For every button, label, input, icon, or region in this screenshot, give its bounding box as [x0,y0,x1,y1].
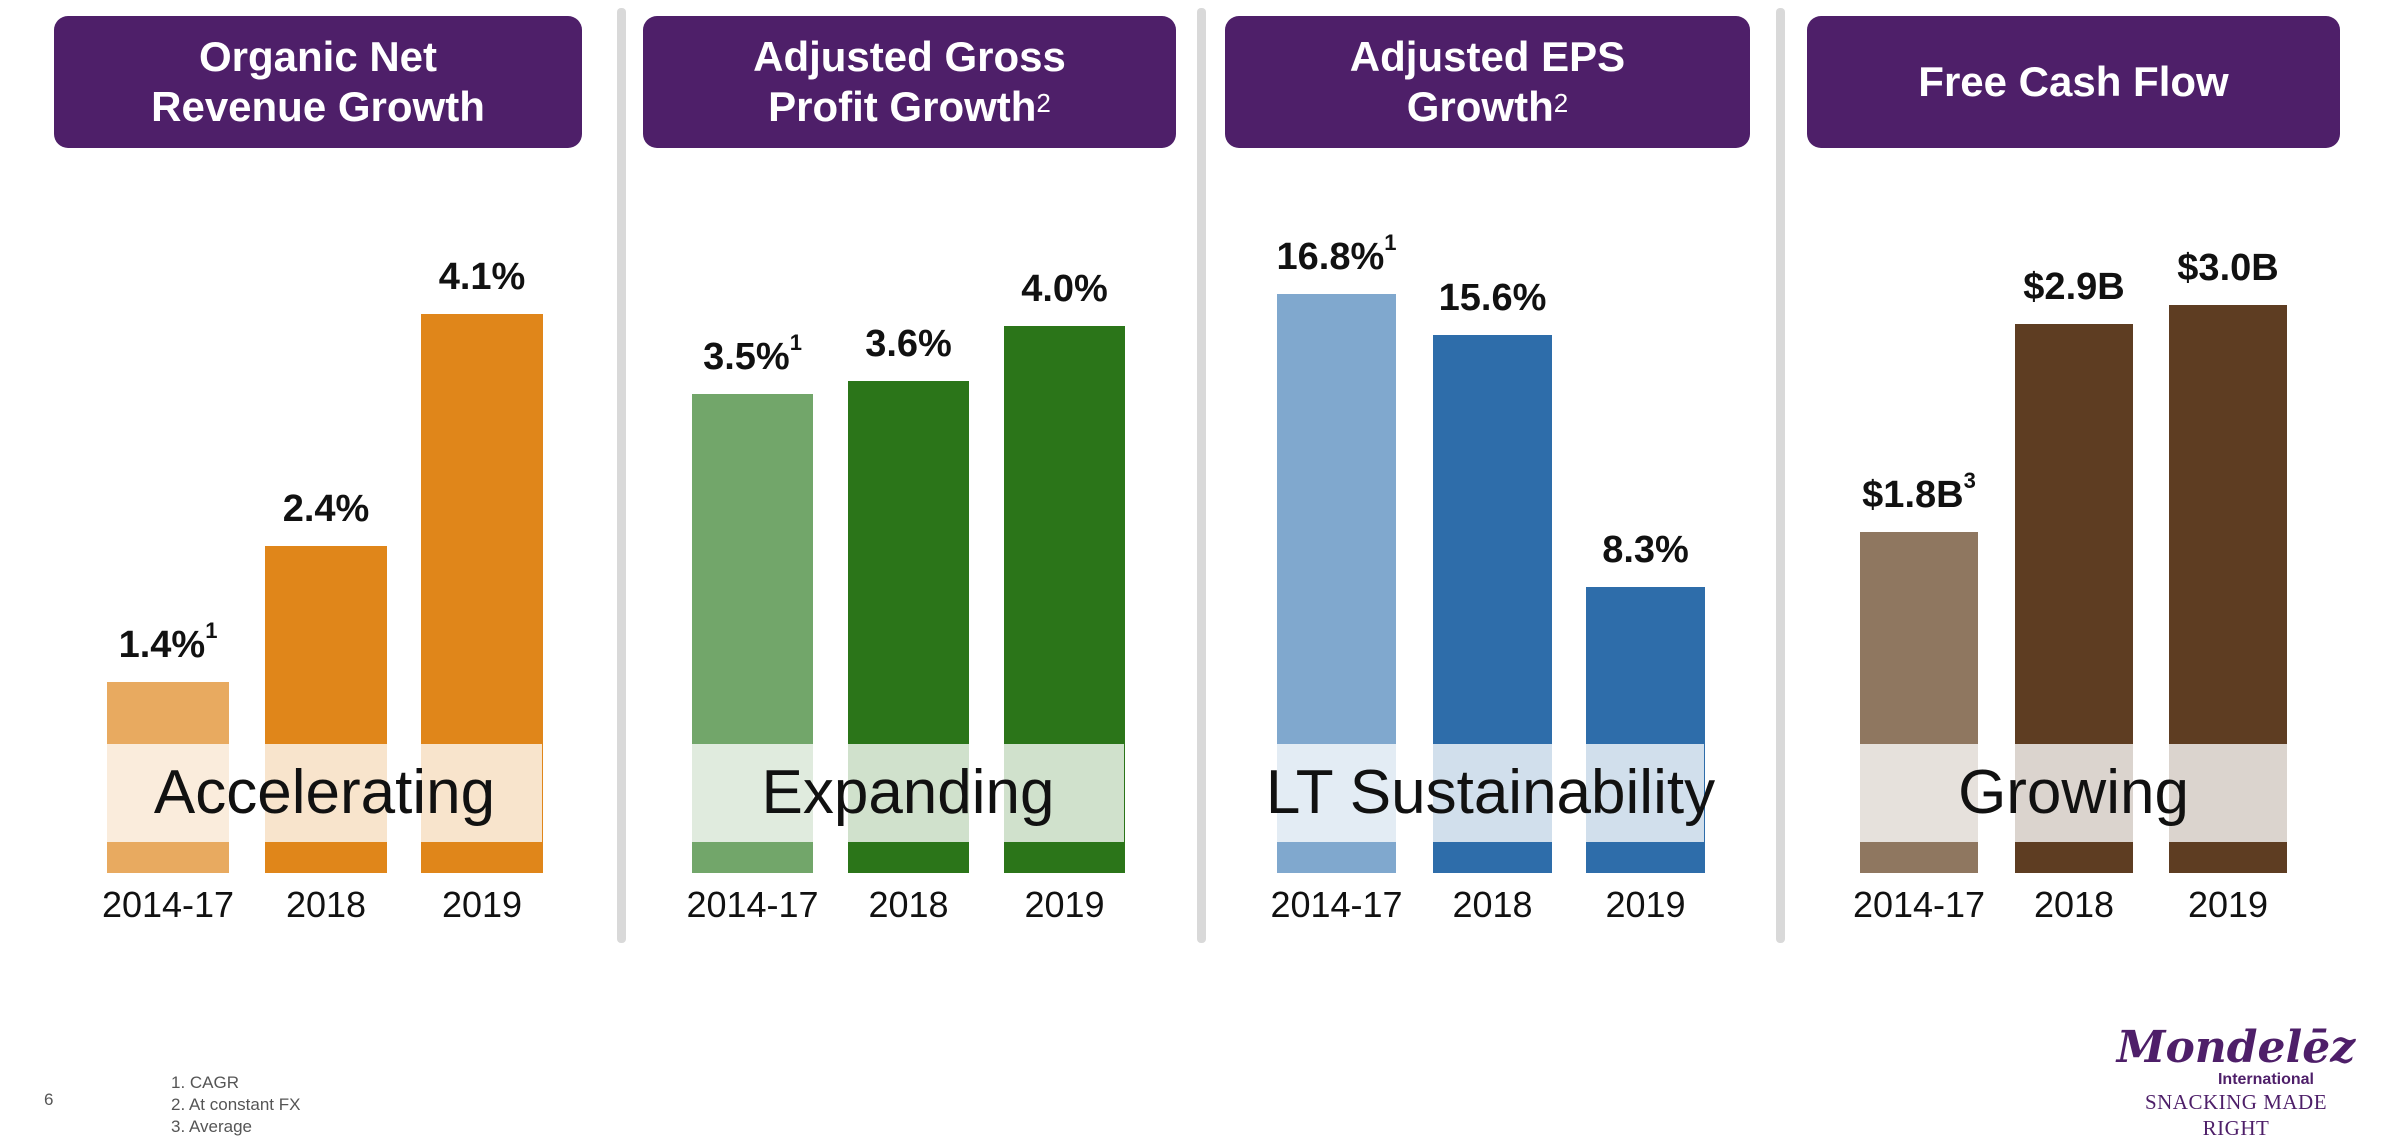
category-label: 2014-17 [1270,884,1403,925]
logo-sub: International [2217,1071,2314,1088]
page-number: 6 [44,1090,54,1109]
overlay-text: Expanding [761,758,1055,827]
value-label: 15.6% [1393,277,1593,320]
value-label-text: 16.8% [1276,236,1385,278]
category-label: 2018 [1452,884,1533,925]
category-label: 2018 [868,884,949,925]
panel-divider [1197,8,1206,943]
chart-title-label: Free Cash Flow [1918,58,2229,105]
value-label-sup: 1 [1384,230,1397,255]
chart-title-sup: 2 [1036,88,1051,118]
chart-title-label: Adjusted EPS Growth [1349,33,1626,130]
overlay-text: Growing [1958,758,2189,827]
chart-title-text: Adjusted EPS Growth2 [1285,32,1690,132]
chart-title-text: Free Cash Flow [1918,57,2228,107]
value-label: 2.4% [226,488,426,531]
overlay-band [692,744,1124,842]
category-label: 2019 [2187,884,2269,925]
value-label: 16.8%1 [1237,230,1437,279]
value-label-text: 3.6% [865,322,952,365]
category-label: 2014-17 [686,884,819,925]
overlay-band [1860,744,2287,842]
mondelez-logo: Mondelēz International SNACKING MADE RIG… [2116,1025,2356,1141]
value-label-text: 4.0% [1021,268,1108,310]
category-label: 2014-17 [1852,884,1986,925]
footnote-3: 3. Average [171,1117,252,1136]
value-label: 4.1% [382,256,582,299]
category-label: 2018 [285,884,367,925]
value-label-text: $1.8B [1862,474,1964,517]
value-label-text: 3.5% [703,336,790,379]
category-label: 2019 [1605,884,1686,925]
value-label: 8.3% [1546,529,1746,572]
logo-tagline: SNACKING MADE RIGHT [2144,1090,2328,1140]
value-label-text: 4.1% [438,256,526,298]
category-label: 2018 [2033,884,2115,925]
value-label: $2.9B [1974,266,2174,309]
chart-title-sup: 2 [1553,88,1569,118]
chart-title-text: Organic Net Revenue Growth [114,32,522,132]
chart-title-label: Adjusted Gross Profit Growth [753,33,1066,130]
category-label: 2014-17 [101,884,235,925]
value-label-text: 2.4% [282,487,370,530]
footnote-1: 1. CAGR [171,1073,240,1092]
chart-title-label: Organic Net Revenue Growth [151,33,485,130]
panel-divider [617,8,626,943]
chart-title: Free Cash Flow [1807,16,2340,148]
overlay-band [1277,744,1704,842]
category-label: 2019 [441,884,523,925]
value-label: 1.4%1 [68,618,268,667]
value-label-sup: 1 [205,618,218,644]
value-label-text: 8.3% [1602,528,1689,571]
value-label: $3.0B [2128,247,2328,290]
value-label: 4.0% [965,268,1165,311]
overlay-band [107,744,542,842]
footnote-2: 2. At constant FX [171,1095,301,1114]
category-label: 2019 [1024,884,1105,925]
value-label-text: $2.9B [2023,265,2125,308]
chart-title: Adjusted Gross Profit Growth2 [643,16,1176,148]
value-label-sup: 1 [789,330,802,356]
chart-title-text: Adjusted Gross Profit Growth2 [703,32,1116,132]
chart-title: Adjusted EPS Growth2 [1225,16,1750,148]
value-label: $1.8B3 [1819,468,2019,517]
value-label-text: $3.0B [2177,247,2279,289]
value-label-text: 1.4% [118,624,206,667]
panel-divider [1776,8,1785,943]
overlay-text: LT Sustainability [1265,758,1716,827]
value-label: 3.6% [809,323,1009,366]
value-label-sup: 3 [1963,468,1976,494]
footnotes: 1. CAGR 2. At constant FX 3. Average [171,1072,300,1138]
logo-brand: Mondelēz [2116,1022,2356,1073]
value-label-text: 15.6% [1438,277,1547,320]
overlay-text: Accelerating [153,758,496,827]
value-label: 3.5%1 [653,330,853,379]
chart-title: Organic Net Revenue Growth [54,16,582,148]
